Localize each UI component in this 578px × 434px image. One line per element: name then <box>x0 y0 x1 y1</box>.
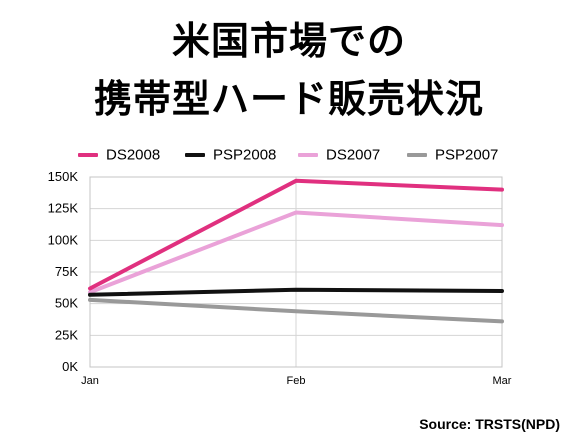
legend-swatch-psp2007 <box>407 153 427 158</box>
legend-swatch-ds2007 <box>298 153 318 158</box>
y-tick-label-1: 25K <box>55 327 78 342</box>
series-line-ds2008 <box>88 178 504 291</box>
y-tick-label-2: 50K <box>55 296 78 311</box>
x-tick-label-mar: Mar <box>493 375 512 387</box>
y-tick-label-0: 0K <box>62 359 78 374</box>
legend-item-ds2007: DS2007 <box>298 146 380 164</box>
legend-label-psp2007: PSP2007 <box>435 146 499 164</box>
y-tick-label-3: 75K <box>55 264 78 279</box>
source-note: Source: TRSTS(NPD) <box>419 416 560 432</box>
legend-item-ds2008: DS2008 <box>78 146 160 164</box>
legend-item-psp2007: PSP2007 <box>407 146 498 164</box>
x-tick-label-jan: Jan <box>81 375 99 387</box>
legend-swatch-psp2008 <box>185 153 205 158</box>
legend-swatch-ds2008 <box>78 153 98 158</box>
series-line-psp2008 <box>88 287 504 297</box>
y-tick-label-5: 125K <box>48 201 79 216</box>
chart-title-line-1: 米国市場での <box>171 19 406 63</box>
legend-label-ds2007: DS2007 <box>326 146 381 164</box>
legend-label-ds2008: DS2008 <box>106 146 161 164</box>
series-line-psp2007 <box>88 297 504 324</box>
y-tick-label-4: 100K <box>48 232 79 247</box>
legend-label-psp2008: PSP2008 <box>213 146 277 164</box>
legend-item-psp2008: PSP2008 <box>185 146 276 164</box>
chart-title-line-2: 携帯型ハード販売状況 <box>93 77 484 121</box>
plot-frame <box>89 176 503 368</box>
series-line-ds2007 <box>88 210 504 295</box>
x-tick-label-feb: Feb <box>287 375 306 387</box>
line-chart: 0K 25K 50K 75K 100K 125K 150K Jan Feb Mar <box>48 169 512 387</box>
y-tick-label-6: 150K <box>48 169 79 184</box>
